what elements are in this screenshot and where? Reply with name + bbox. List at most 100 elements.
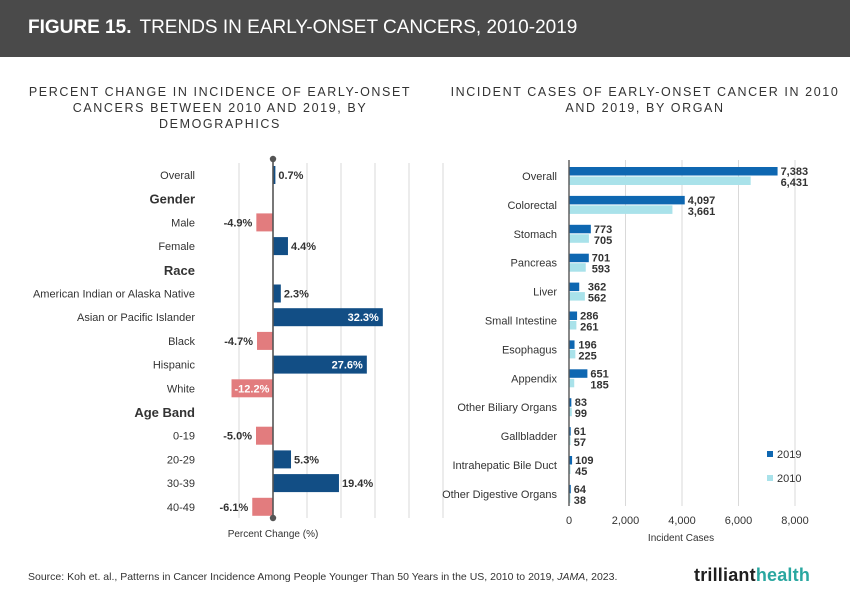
bar-white [231, 379, 273, 398]
logo-text-health: health [755, 565, 811, 585]
data-label-2010-colorectal: 3,661 [688, 206, 716, 218]
category-label-other-biliary-organs: Other Biliary Organs [457, 402, 557, 414]
bar-2010-liver [569, 292, 585, 301]
bar-black [257, 331, 273, 350]
category-label-appendix: Appendix [511, 373, 557, 385]
bar-2010-overall [569, 176, 751, 185]
figure-header: FIGURE 15. TRENDS IN EARLY-ONSET CANCERS,… [0, 0, 850, 57]
data-label-male: -4.9% [224, 217, 253, 229]
legend-label-2010: 2010 [777, 473, 801, 485]
legend-swatch-2010 [767, 475, 773, 481]
x-tick-label: 2,000 [612, 515, 640, 527]
data-label-black: -4.7% [224, 336, 253, 348]
bar-2019-colorectal [569, 195, 685, 205]
category-label-intrahepatic-bile-duct: Intrahepatic Bile Duct [452, 460, 557, 472]
x-axis-label: Percent Change (%) [228, 529, 319, 540]
bar-20-29 [273, 450, 292, 469]
bar-2010-appendix [569, 378, 575, 388]
x-tick-label: 8,000 [781, 515, 809, 527]
x-axis-label: Incident Cases [648, 533, 714, 544]
bar-american-indian-or-alaska-native [273, 284, 281, 303]
category-label-white: White [167, 383, 195, 395]
bar-2019-gallbladder [569, 427, 571, 436]
category-label-pancreas: Pancreas [511, 258, 558, 270]
data-label-2019-gallbladder: 61 [574, 426, 586, 438]
data-label-2010-small-intestine: 261 [580, 322, 598, 334]
data-label-0-19: -5.0% [223, 431, 252, 443]
figure-title: FIGURE 15. TRENDS IN EARLY-ONSET CANCERS,… [28, 17, 577, 39]
bar-2019-liver [569, 282, 580, 292]
bar-0-19 [256, 426, 273, 445]
data-label-2019-colorectal: 4,097 [688, 195, 716, 207]
bar-2019-appendix [569, 369, 588, 378]
bar-2019-intrahepatic-bile-duct [569, 456, 573, 465]
bar-2019-stomach [569, 224, 591, 234]
right-chart-title: INCIDENT CASES OF EARLY-ONSET CANCER IN … [450, 85, 840, 115]
data-label-2010-overall: 6,431 [781, 177, 809, 189]
bar-2010-other-digestive-organs [569, 494, 571, 503]
bar-2010-small-intestine [569, 321, 577, 330]
x-tick-label: 6,000 [725, 515, 753, 527]
data-label-2010-liver: 562 [588, 293, 606, 305]
axis-top-marker [269, 155, 277, 163]
bar-asian-or-pacific-islander [273, 308, 383, 327]
data-label-2019-other-digestive-organs: 64 [574, 484, 587, 496]
legend-swatch-2019 [767, 451, 773, 457]
category-label-american-indian-or-alaska-native: American Indian or Alaska Native [33, 289, 195, 301]
data-label-2010-appendix: 185 [590, 379, 608, 391]
group-label-age-band: Age Band [134, 405, 195, 420]
logo-text-trilliant: trilliant [694, 565, 756, 585]
bar-2019-other-digestive-organs [569, 484, 571, 494]
category-label-asian-or-pacific-islander: Asian or Pacific Islander [77, 312, 195, 324]
data-label-2019-other-biliary-organs: 83 [575, 397, 587, 409]
data-label-2019-appendix: 651 [590, 368, 608, 380]
data-label-2010-other-biliary-organs: 99 [575, 408, 587, 420]
x-tick-label: 4,000 [668, 515, 696, 527]
data-label-2010-other-digestive-organs: 38 [574, 495, 586, 507]
bar-2019-small-intestine [569, 311, 578, 320]
data-label-2019-intrahepatic-bile-duct: 109 [575, 455, 593, 467]
group-label-race: Race [164, 263, 195, 278]
category-label-30-39: 30-39 [167, 478, 195, 490]
data-label-2010-pancreas: 593 [592, 264, 610, 276]
category-label-female: Female [158, 241, 195, 253]
bar-40-49 [252, 497, 273, 516]
category-label-20-29: 20-29 [167, 454, 195, 466]
data-label-2010-gallbladder: 57 [574, 437, 586, 449]
data-label-2010-esophagus: 225 [578, 350, 596, 362]
bar-hispanic [273, 355, 367, 374]
bar-2010-colorectal [569, 205, 673, 214]
source-note: Source: Koh et. al., Patterns in Cancer … [28, 571, 617, 583]
left-chart-title: PERCENT CHANGE IN INCIDENCE OF EARLY-ONS… [28, 85, 412, 131]
data-label-female: 4.4% [291, 241, 316, 253]
source-prefix: Source: Koh et. al., Patterns in Cancer … [28, 571, 558, 583]
group-label-gender: Gender [149, 192, 195, 207]
category-label-hispanic: Hispanic [153, 360, 196, 372]
legend-label-2019: 2019 [777, 449, 801, 461]
category-label-stomach: Stomach [514, 229, 557, 241]
figure-label: FIGURE 15. [28, 17, 132, 38]
bar-2010-esophagus [569, 349, 576, 359]
data-label-2019-small-intestine: 286 [580, 311, 598, 323]
data-label-20-29: 5.3% [294, 454, 319, 466]
bar-2019-esophagus [569, 340, 575, 349]
brand-logo: trillianthealth [694, 565, 810, 586]
data-label-2019-pancreas: 701 [592, 253, 610, 265]
bar-2019-pancreas [569, 253, 589, 263]
bar-30-39 [273, 474, 339, 493]
category-label-black: Black [168, 336, 195, 348]
bar-2019-other-biliary-organs [569, 398, 572, 407]
bar-male [256, 213, 273, 232]
data-label-40-49: -6.1% [220, 502, 249, 514]
category-label-overall: Overall [160, 170, 195, 182]
bar-2010-other-biliary-organs [569, 407, 572, 417]
category-label-gallbladder: Gallbladder [501, 431, 558, 443]
source-journal: JAMA [557, 571, 586, 583]
data-label-2019-stomach: 773 [594, 224, 612, 236]
bar-2019-overall [569, 167, 778, 176]
category-label-small-intestine: Small Intestine [485, 316, 557, 328]
data-label-american-indian-or-alaska-native: 2.3% [284, 289, 309, 301]
category-label-male: Male [171, 217, 195, 229]
